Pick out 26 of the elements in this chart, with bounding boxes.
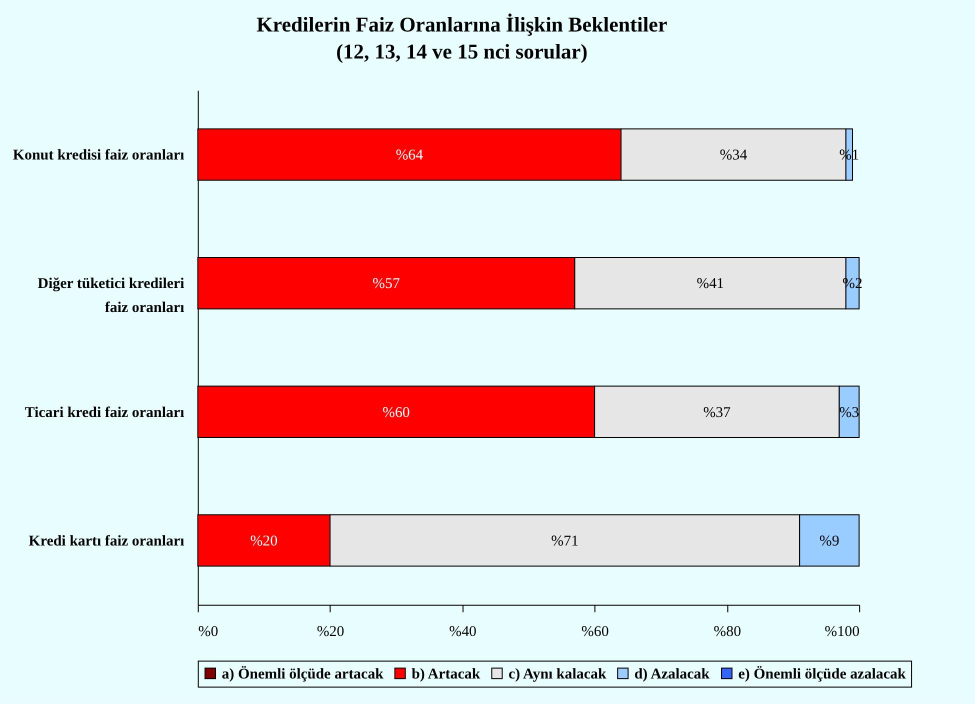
- data-label: %60: [382, 404, 410, 421]
- y-tick-label: Konut kredisi faiz oranları: [12, 148, 184, 164]
- data-label: %71: [551, 533, 579, 550]
- legend-label: b) Artacak: [412, 666, 481, 682]
- data-label: %41: [696, 276, 724, 292]
- legend-label: c) Aynı kalacak: [508, 666, 608, 682]
- legend-label: d) Azalacak: [634, 666, 710, 682]
- chart-subtitle: (12, 13, 14 ve 15 nci sorular): [336, 39, 588, 64]
- x-tick-label: %60: [581, 624, 609, 640]
- y-tick-label: Diğer tüketici kredileri faiz oranları: [38, 276, 184, 316]
- data-label: %34: [720, 148, 748, 164]
- x-tick-label: %80: [714, 624, 742, 640]
- x-tick-label: %100: [824, 624, 860, 640]
- legend-label: e) Önemli ölçüde azalacak: [738, 665, 906, 682]
- data-label: %37: [703, 404, 732, 421]
- chart-title: Kredilerin Faiz Oranlarına İlişkin Beklentiler: [256, 12, 668, 36]
- legend-label: a) Önemli ölçüde artacak: [222, 665, 384, 682]
- data-label: %57: [372, 276, 400, 292]
- data-label: %20: [250, 533, 278, 550]
- data-label: %64: [396, 148, 424, 164]
- x-tick-label: %0: [198, 624, 218, 640]
- y-tick-label: Ticari kredi faiz oranları: [24, 404, 184, 421]
- y-tick-label: Kredi kartı faiz oranları: [28, 533, 184, 550]
- x-tick-label: %20: [316, 624, 344, 640]
- x-tick-label: %40: [449, 624, 477, 640]
- data-label: %9: [819, 533, 840, 550]
